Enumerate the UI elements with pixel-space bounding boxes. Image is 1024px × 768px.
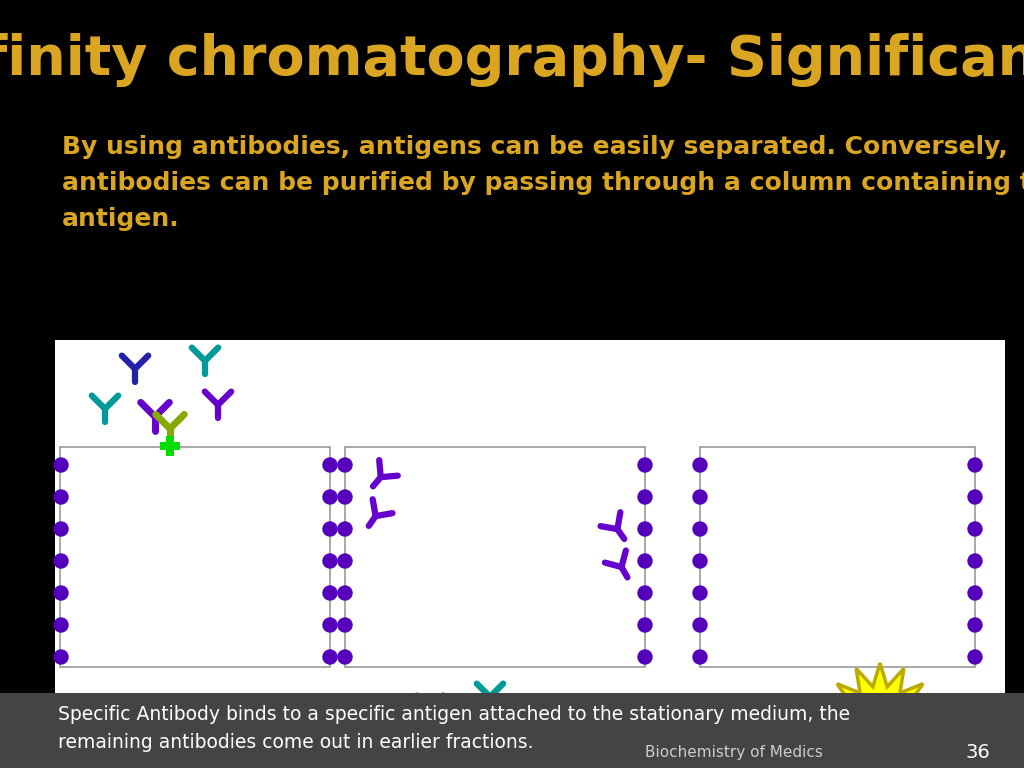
Circle shape — [968, 554, 982, 568]
Circle shape — [693, 458, 707, 472]
Circle shape — [54, 586, 68, 600]
Circle shape — [638, 458, 652, 472]
Circle shape — [968, 522, 982, 536]
Text: By using antibodies, antigens can be easily separated. Conversely,: By using antibodies, antigens can be eas… — [62, 135, 1008, 159]
Circle shape — [323, 650, 337, 664]
Circle shape — [338, 586, 352, 600]
Bar — [55, 340, 1005, 760]
Text: 36: 36 — [966, 743, 990, 762]
Text: Affinity chromatography- Significance: Affinity chromatography- Significance — [0, 33, 1024, 87]
Bar — [345, 447, 645, 667]
Circle shape — [54, 490, 68, 504]
Bar — [700, 447, 975, 667]
Text: Specific Antibody binds to a specific antigen attached to the stationary medium,: Specific Antibody binds to a specific an… — [58, 706, 850, 724]
Circle shape — [323, 458, 337, 472]
Circle shape — [323, 522, 337, 536]
Circle shape — [693, 586, 707, 600]
Bar — [60, 447, 330, 667]
Circle shape — [338, 554, 352, 568]
Circle shape — [338, 618, 352, 632]
Text: Biochemistry of Medics: Biochemistry of Medics — [645, 744, 823, 760]
Circle shape — [968, 618, 982, 632]
Text: antigen.: antigen. — [62, 207, 179, 231]
Circle shape — [323, 490, 337, 504]
Circle shape — [338, 650, 352, 664]
Bar — [0, 693, 1024, 768]
Circle shape — [693, 522, 707, 536]
Text: antibodies can be purified by passing through a column containing the: antibodies can be purified by passing th… — [62, 171, 1024, 195]
Circle shape — [323, 618, 337, 632]
Circle shape — [638, 522, 652, 536]
Circle shape — [638, 490, 652, 504]
Bar — [166, 436, 174, 456]
Circle shape — [323, 586, 337, 600]
Circle shape — [693, 618, 707, 632]
Circle shape — [638, 618, 652, 632]
Circle shape — [54, 554, 68, 568]
Circle shape — [54, 650, 68, 664]
Circle shape — [323, 554, 337, 568]
Circle shape — [338, 458, 352, 472]
Circle shape — [54, 458, 68, 472]
Circle shape — [338, 490, 352, 504]
Circle shape — [693, 490, 707, 504]
Bar — [160, 442, 180, 450]
Circle shape — [968, 650, 982, 664]
Circle shape — [638, 554, 652, 568]
Circle shape — [693, 650, 707, 664]
Circle shape — [968, 458, 982, 472]
Text: remaining antibodies come out in earlier fractions.: remaining antibodies come out in earlier… — [58, 733, 534, 753]
Circle shape — [968, 490, 982, 504]
Circle shape — [54, 522, 68, 536]
Polygon shape — [826, 663, 934, 768]
Circle shape — [638, 650, 652, 664]
Circle shape — [968, 586, 982, 600]
Circle shape — [693, 554, 707, 568]
Circle shape — [54, 618, 68, 632]
Circle shape — [638, 586, 652, 600]
Circle shape — [338, 522, 352, 536]
